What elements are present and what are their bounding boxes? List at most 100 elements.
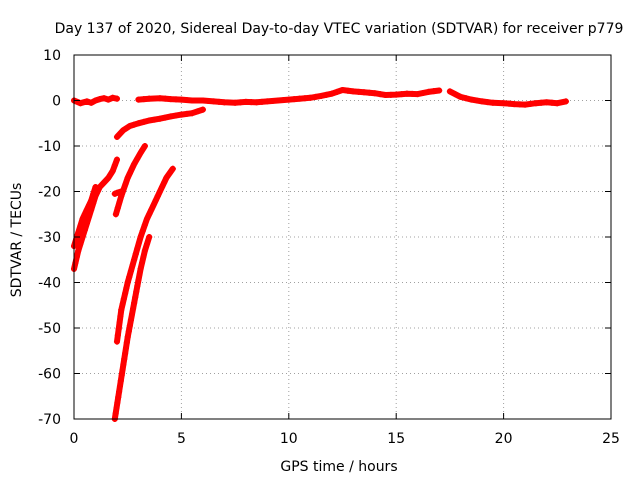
data-point (109, 94, 116, 101)
data-point (122, 290, 129, 297)
data-point (77, 222, 84, 229)
data-point (111, 162, 118, 169)
series-arc-d (113, 165, 176, 345)
data-point (112, 211, 119, 218)
data-point (264, 98, 271, 105)
data-point (532, 100, 539, 107)
data-point (484, 99, 491, 106)
data-point (118, 372, 125, 379)
data-point (173, 112, 180, 119)
data-point (169, 165, 176, 172)
data-point (101, 179, 108, 186)
data-point (275, 97, 282, 104)
data-point (156, 115, 163, 122)
data-point (183, 97, 190, 104)
data-point (112, 410, 119, 417)
data-point (527, 100, 534, 107)
data-point (135, 120, 142, 127)
data-point (75, 229, 82, 236)
data-point (101, 95, 108, 102)
data-point (151, 116, 158, 123)
data-point (92, 97, 99, 104)
data-point (156, 95, 163, 102)
y-tick-label: 0 (52, 94, 61, 110)
series-arc-e (111, 234, 153, 422)
data-point (355, 88, 362, 95)
data-point (146, 211, 153, 218)
data-point (146, 117, 153, 124)
data-point (88, 99, 95, 106)
data-point (116, 383, 123, 390)
y-tick-label: -10 (38, 139, 61, 155)
series-main-band-3 (446, 88, 569, 108)
data-point (127, 317, 134, 324)
data-point (150, 202, 157, 209)
data-point (79, 215, 86, 222)
data-point (548, 99, 555, 106)
data-point (72, 259, 79, 266)
data-point (328, 90, 335, 97)
data-point (117, 313, 124, 320)
data-point (125, 328, 132, 335)
data-point (323, 91, 330, 98)
data-point (139, 227, 146, 234)
data-point (505, 100, 512, 107)
data-point (120, 295, 127, 302)
data-point (116, 388, 123, 395)
chart-title: Day 137 of 2020, Sidereal Day-to-day VTE… (55, 21, 624, 37)
data-point (291, 96, 298, 103)
data-point (122, 345, 129, 352)
data-point (409, 90, 416, 97)
data-point (113, 338, 120, 345)
data-point (258, 98, 265, 105)
data-point (522, 101, 529, 108)
y-tick-label: -60 (38, 367, 61, 383)
data-point (120, 127, 127, 134)
data-point (119, 366, 126, 373)
data-point (117, 130, 124, 137)
data-point (119, 301, 126, 308)
data-point (126, 122, 133, 129)
data-point (131, 299, 138, 306)
data-point (194, 108, 201, 115)
y-tick-label: -50 (38, 321, 61, 337)
data-point (140, 253, 147, 260)
data-point (128, 165, 135, 172)
data-point (167, 96, 174, 103)
data-point (301, 95, 308, 102)
data-point (166, 170, 173, 177)
data-point (120, 361, 127, 368)
data-point (148, 206, 155, 213)
data-point (83, 98, 90, 105)
x-tick-label: 5 (177, 431, 186, 447)
data-point (140, 96, 147, 103)
data-point (136, 271, 143, 278)
data-point (242, 98, 249, 105)
data-point (113, 95, 120, 102)
data-point (144, 215, 151, 222)
data-point (495, 100, 502, 107)
x-axis-label: GPS time / hours (280, 459, 397, 475)
data-point (167, 113, 174, 120)
data-point (141, 143, 148, 149)
data-point (159, 183, 166, 190)
data-point (129, 262, 136, 269)
data-point (109, 168, 116, 175)
data-point (516, 101, 523, 108)
data-point (468, 96, 475, 103)
data-point (403, 90, 410, 97)
data-point (253, 99, 260, 106)
data-point (382, 92, 389, 99)
data-point (140, 118, 147, 125)
data-point (134, 155, 141, 162)
data-point (116, 319, 123, 326)
data-point (226, 99, 233, 106)
data-point (137, 265, 144, 272)
series-band (71, 156, 120, 272)
data-point (134, 282, 141, 289)
data-point (446, 88, 453, 95)
data-point (538, 99, 545, 106)
data-point (436, 87, 443, 94)
data-point (135, 277, 142, 284)
data-point (500, 100, 507, 107)
